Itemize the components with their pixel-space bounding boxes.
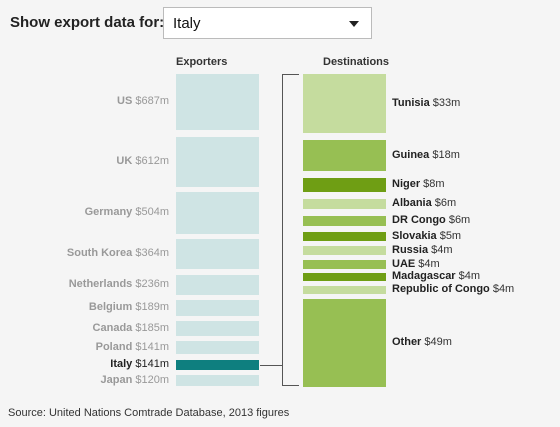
destination-label: Albania $6m <box>392 197 456 209</box>
destination-bar-uae[interactable] <box>303 260 386 269</box>
exporter-name: Belgium <box>88 301 133 313</box>
exporter-value: $120m <box>132 373 169 386</box>
exporter-bar-south-korea[interactable] <box>176 239 259 269</box>
exporter-bar-us[interactable] <box>176 74 259 130</box>
destination-value: $49m <box>421 336 452 348</box>
exporter-name: Japan <box>100 373 133 386</box>
exporter-name: US <box>117 95 133 107</box>
exporter-value: $141m <box>132 358 169 370</box>
exporter-value: $687m <box>132 95 169 107</box>
destination-name: Albania <box>392 197 432 209</box>
exporter-value: $612m <box>132 155 169 167</box>
export-selector-label: Show export data for: <box>10 14 165 31</box>
destination-label: UAE $4m <box>392 258 440 270</box>
destination-value: $6m <box>445 214 471 226</box>
destination-name: Slovakia <box>392 229 437 242</box>
destination-value: $4m <box>415 257 440 270</box>
exporter-label: Germany $504m <box>85 206 169 218</box>
destination-value: $18m <box>429 148 460 161</box>
source-note: Source: United Nations Comtrade Database… <box>8 407 290 419</box>
exporter-name: UK <box>116 155 133 167</box>
exporter-value: $141m <box>132 340 169 353</box>
destination-name: Guinea <box>392 148 430 161</box>
bracket-top <box>282 74 299 75</box>
exporter-bar-belgium[interactable] <box>176 300 259 316</box>
destination-name: Tunisia <box>392 96 430 109</box>
destination-bar-slovakia[interactable] <box>303 232 386 241</box>
destinations-heading: Destinations <box>323 56 390 68</box>
destination-bar-albania[interactable] <box>303 199 386 209</box>
destination-name: UAE <box>392 257 416 270</box>
exporter-bar-netherlands[interactable] <box>176 275 259 295</box>
exporter-bar-italy[interactable] <box>176 360 259 370</box>
exporter-value: $185m <box>132 321 169 334</box>
destination-bar-tunisia[interactable] <box>303 74 386 133</box>
exporter-label: Netherlands $236m <box>69 278 169 290</box>
destination-label: Slovakia $5m <box>392 230 461 242</box>
destination-name: Madagascar <box>392 270 456 282</box>
destination-value: $4m <box>455 270 481 282</box>
destination-name: Republic of Congo <box>392 283 490 295</box>
exporter-label: US $687m <box>117 95 169 107</box>
destination-value: $6m <box>431 197 457 209</box>
destination-name: Niger <box>392 178 421 190</box>
destination-name: DR Congo <box>392 214 446 226</box>
exporters-heading: Exporters <box>176 56 228 68</box>
chevron-down-icon <box>349 21 359 27</box>
destination-bar-russia[interactable] <box>303 246 386 255</box>
exporter-label: South Korea $364m <box>67 247 169 259</box>
exporter-name: Italy <box>110 358 133 370</box>
exporter-label: Canada $185m <box>93 322 169 334</box>
destination-name: Russia <box>392 243 429 256</box>
destination-label: Other $49m <box>392 336 452 348</box>
country-select-value: Italy <box>173 15 201 32</box>
exporter-bar-japan[interactable] <box>176 375 259 386</box>
exporter-value: $189m <box>132 301 169 313</box>
destination-value: $8m <box>420 178 445 190</box>
destination-bar-dr-congo[interactable] <box>303 216 386 226</box>
bracket-connector <box>260 365 282 366</box>
exporter-value: $236m <box>132 278 169 290</box>
exporter-name: Canada <box>92 321 133 334</box>
destination-label: DR Congo $6m <box>392 214 470 226</box>
destination-label: Guinea $18m <box>392 149 460 161</box>
destination-label: Niger $8m <box>392 178 445 190</box>
exporter-name: Germany <box>84 206 133 218</box>
exporter-name: Poland <box>95 340 133 353</box>
destination-bar-niger[interactable] <box>303 178 386 192</box>
bracket-bottom <box>282 385 299 386</box>
destination-bar-madagascar[interactable] <box>303 273 386 281</box>
bracket-line <box>282 74 283 386</box>
country-select[interactable]: Italy <box>163 7 372 39</box>
destination-value: $5m <box>436 229 462 242</box>
exporter-label: Belgium $189m <box>89 301 169 313</box>
exporter-label: Japan $120m <box>101 374 170 386</box>
destination-bar-republic-of-congo[interactable] <box>303 286 386 294</box>
exporter-label: Italy $141m <box>110 358 169 370</box>
destination-label: Russia $4m <box>392 244 453 256</box>
destination-label: Republic of Congo $4m <box>392 283 514 295</box>
exporter-name: South Korea <box>66 247 133 259</box>
exporter-value: $504m <box>132 206 169 218</box>
destination-bar-guinea[interactable] <box>303 140 386 171</box>
destination-value: $33m <box>429 96 461 109</box>
destination-label: Madagascar $4m <box>392 270 480 282</box>
destination-label: Tunisia $33m <box>392 97 460 109</box>
exporter-value: $364m <box>132 247 169 259</box>
exporter-bar-poland[interactable] <box>176 341 259 354</box>
destination-value: $4m <box>489 283 515 295</box>
exporter-label: Poland $141m <box>96 341 169 353</box>
exporter-label: UK $612m <box>116 155 169 167</box>
destination-name: Other <box>392 336 422 348</box>
exporter-bar-canada[interactable] <box>176 321 259 336</box>
exporter-bar-germany[interactable] <box>176 192 259 234</box>
exporter-name: Netherlands <box>68 278 133 290</box>
exporter-bar-uk[interactable] <box>176 137 259 187</box>
destination-value: $4m <box>428 243 453 256</box>
destination-bar-other[interactable] <box>303 299 386 387</box>
